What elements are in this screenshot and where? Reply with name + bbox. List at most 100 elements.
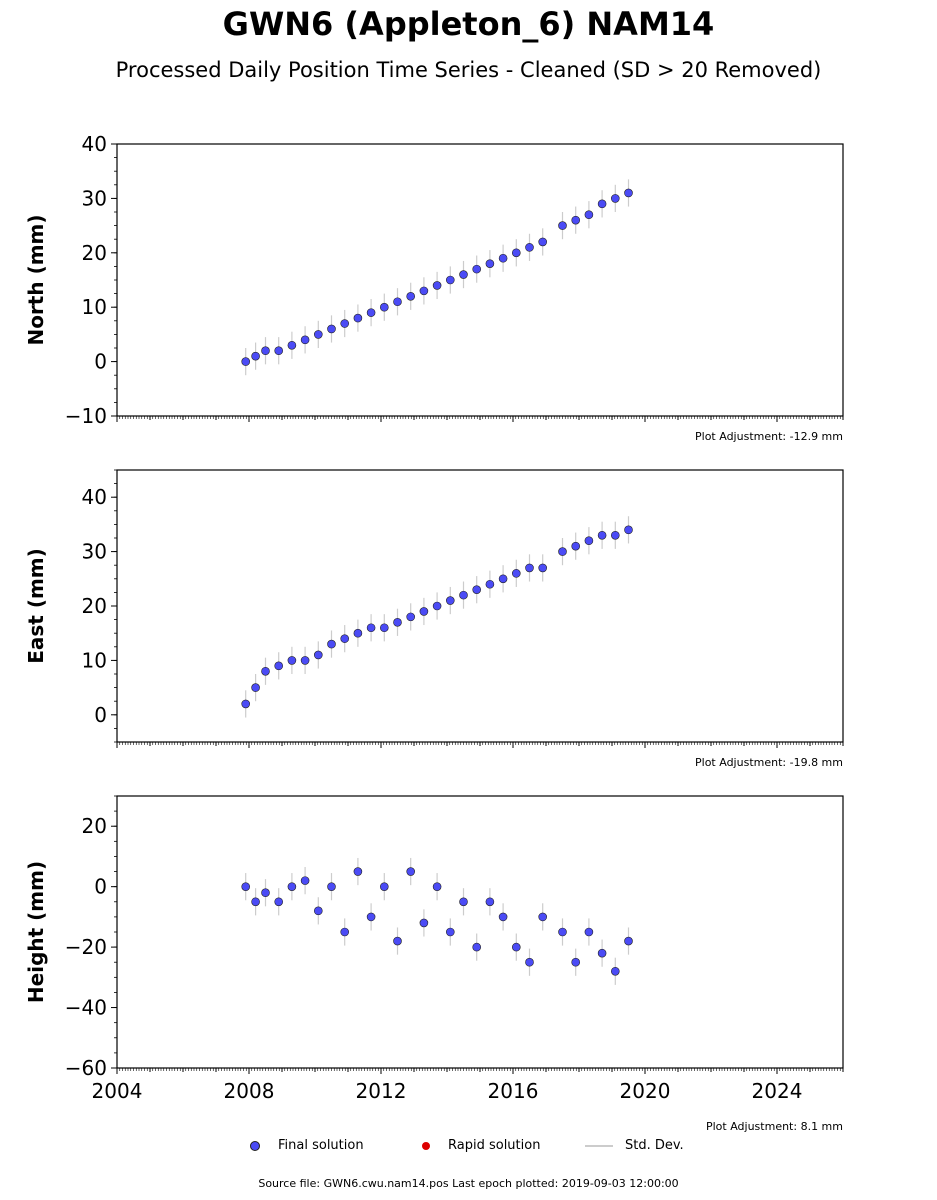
data-point [525,563,534,573]
data-point [571,957,581,967]
y-tick-label: −10 [65,404,107,428]
data-point [610,194,620,203]
data-point [597,530,607,540]
x-tick-label: 2016 [488,1079,539,1103]
data-point [379,302,389,312]
data-point [459,897,468,907]
chart-title: GWN6 (Appleton_6) NAM14 [222,5,715,43]
data-point [558,927,567,937]
data-point [498,912,508,922]
data-point [300,656,310,665]
y-axis-label: North (mm) [24,214,48,345]
data-point [261,888,270,898]
data-point [624,525,633,535]
data-point [353,867,363,876]
data-point [353,313,363,323]
y-tick-label: 10 [82,295,107,319]
plot-frame-1 [116,469,844,743]
legend-rapid-label: Rapid solution [448,1138,541,1153]
source-note: Source file: GWN6.cwu.nam14.pos Last epo… [258,1177,679,1190]
data-point [472,264,482,274]
data-point [406,292,416,301]
legend-stddev-label: Std. Dev. [625,1138,684,1153]
data-point [353,628,363,638]
data-point [558,547,567,556]
plot-adjustment-note: Plot Adjustment: -19.8 mm [695,756,843,769]
data-point [340,927,350,937]
data-point [251,683,260,692]
data-point [287,882,297,891]
data-point [300,876,310,885]
data-point [472,585,482,594]
y-tick-label: −60 [65,1056,107,1080]
data-point [419,607,429,616]
data-point [432,882,442,891]
data-point [287,656,297,665]
data-point [274,897,284,907]
legend-item-stddev: Std. Dev. [585,1138,684,1153]
data-point [571,541,581,551]
data-point [485,579,495,589]
y-tick-label: 20 [82,594,107,618]
x-tick-label: 2004 [92,1079,143,1103]
data-point [241,882,250,891]
data-point [538,237,548,247]
x-tick-label: 2012 [356,1079,407,1103]
data-point [274,346,284,356]
data-point [610,966,620,976]
data-point [379,623,389,633]
y-tick-label: 30 [82,186,107,210]
data-point [261,666,270,676]
data-point [459,590,468,600]
y-tick-label: 20 [82,814,107,838]
data-point [366,912,376,922]
data-point [525,957,534,967]
rapid-marker-icon [422,1141,430,1150]
plot-adjustment-note: Plot Adjustment: 8.1 mm [706,1120,843,1133]
data-point [366,308,376,317]
data-point [584,210,594,220]
y-tick-label: −40 [65,996,107,1020]
y-tick-label: 20 [82,241,107,265]
data-point [624,936,633,946]
data-point [261,346,270,356]
data-point [445,596,455,605]
data-point [485,259,495,268]
data-point [498,253,508,263]
y-tick-label: 10 [82,648,107,672]
data-point [624,188,633,198]
data-point [393,618,402,627]
data-point [241,699,250,709]
data-point [313,906,323,916]
data-point [584,536,594,546]
data-point [300,335,310,345]
plot-adjustment-note: Plot Adjustment: -12.9 mm [695,430,843,443]
data-point [251,351,260,361]
data-point [251,897,260,907]
data-point [525,243,534,252]
data-point [327,882,336,891]
x-tick-label: 2024 [752,1079,803,1103]
y-tick-label: 0 [94,875,107,899]
y-tick-label: 0 [94,350,107,374]
data-point [313,650,323,660]
x-tick-label: 2008 [224,1079,275,1103]
legend-item-rapid: Rapid solution [422,1138,540,1153]
data-point [419,918,429,928]
data-point [379,882,389,891]
plot-frame-0 [116,143,844,417]
data-point [459,270,468,279]
y-tick-label: 40 [82,132,107,156]
y-tick-label: 30 [82,540,107,564]
data-point [287,340,297,350]
data-point [571,215,581,225]
data-point [366,623,376,633]
data-point [340,634,350,643]
legend-item-final: Final solution [250,1138,364,1153]
data-point [445,275,455,285]
plot-frame-2 [116,795,844,1069]
data-point [327,639,336,649]
data-point [406,612,416,622]
data-point [393,297,402,307]
